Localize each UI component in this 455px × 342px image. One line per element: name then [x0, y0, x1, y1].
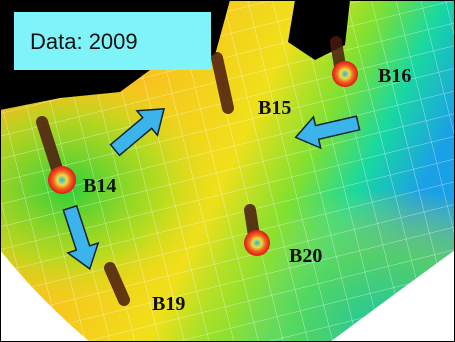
page: Data: 2009 B16 B15 B14 B20 B19 (() => { … [0, 0, 455, 342]
well-label: B19 [152, 293, 185, 315]
well-label: B14 [83, 175, 116, 197]
title: Data: 2009 [30, 29, 138, 54]
simulation-view: Data: 2009 B16 B15 B14 B20 B19 [0, 0, 455, 342]
well-label: B16 [378, 65, 411, 87]
well-label: B20 [289, 245, 322, 267]
well-label: B15 [258, 97, 291, 119]
